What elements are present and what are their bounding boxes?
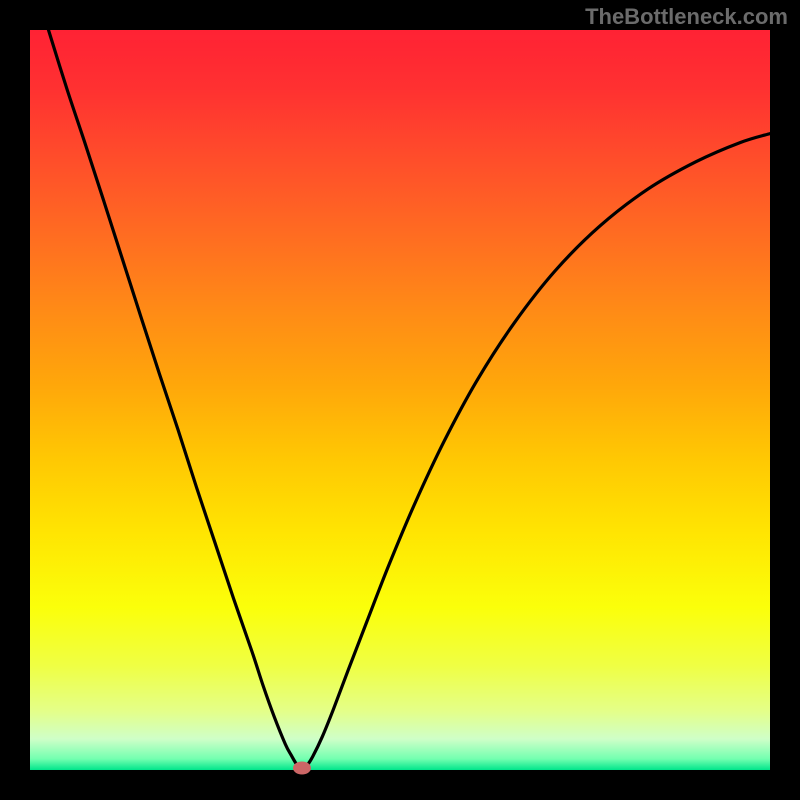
watermark-text: TheBottleneck.com	[585, 4, 788, 30]
optimal-point-marker	[293, 762, 311, 775]
bottleneck-curve	[30, 30, 770, 770]
chart-plot-area	[30, 30, 770, 770]
